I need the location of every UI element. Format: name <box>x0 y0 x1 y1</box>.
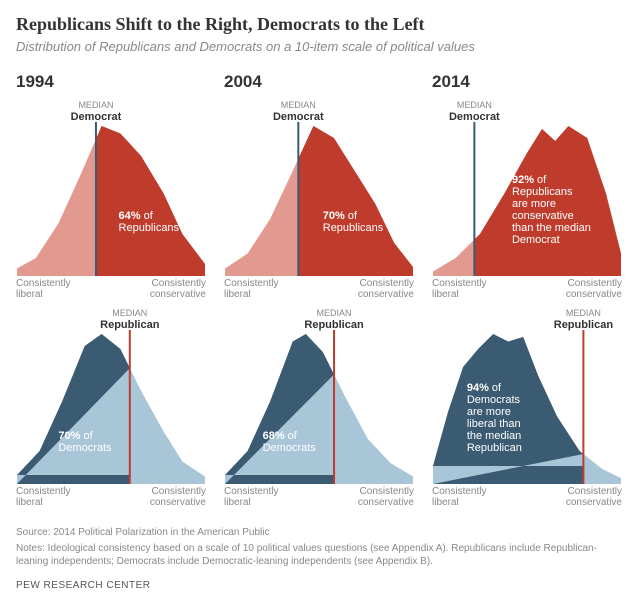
panel-dem-2014: MEDIAN Republican 94% ofDemocratsare mor… <box>432 306 622 508</box>
panel-rep-2014: MEDIAN Democrat 92% ofRepublicansare mor… <box>432 98 622 300</box>
median-party-label: Democrat <box>273 111 324 123</box>
axis-right-label: Consistentlyconservative <box>358 278 414 300</box>
median-party-label: Republican <box>554 319 614 331</box>
footer: Source: 2014 Political Polarization in t… <box>16 526 622 592</box>
distribution-chart: MEDIAN Democrat 64% ofRepublicans <box>16 98 206 276</box>
distribution-chart: MEDIAN Democrat 92% ofRepublicansare mor… <box>432 98 622 276</box>
distribution-chart: MEDIAN Republican 68% ofDemocrats <box>224 306 414 484</box>
median-label-top: MEDIAN <box>281 100 316 110</box>
axis-right-label: Consistentlyconservative <box>358 486 414 508</box>
footer-brand: PEW RESEARCH CENTER <box>16 579 622 593</box>
axis-right-label: Consistentlyconservative <box>150 486 206 508</box>
year-2014: 2014 <box>432 72 622 92</box>
axis-left-label: Consistentlyliberal <box>432 278 486 300</box>
axis-right-label: Consistentlyconservative <box>150 278 206 300</box>
panel-dem-2004: MEDIAN Republican 68% ofDemocrats Consis… <box>224 306 414 508</box>
distribution-chart: MEDIAN Republican 94% ofDemocratsare mor… <box>432 306 622 484</box>
axis-left-label: Consistentlyliberal <box>16 486 70 508</box>
median-party-label: Democrat <box>71 111 122 123</box>
median-label-top: MEDIAN <box>112 308 147 318</box>
axis-left-label: Consistentlyliberal <box>16 278 70 300</box>
median-label-top: MEDIAN <box>566 308 601 318</box>
footer-source: Source: 2014 Political Polarization in t… <box>16 526 622 540</box>
page-subtitle: Distribution of Republicans and Democrat… <box>16 39 622 54</box>
panel-dem-1994: MEDIAN Republican 70% ofDemocrats Consis… <box>16 306 206 508</box>
median-label-top: MEDIAN <box>78 100 113 110</box>
year-2004: 2004 <box>224 72 414 92</box>
chart-grid: 1994 2004 2014 MEDIAN Democrat 64% ofRep… <box>16 72 622 508</box>
axis-left-label: Consistentlyliberal <box>224 278 278 300</box>
median-party-label: Republican <box>100 319 160 331</box>
median-party-label: Democrat <box>449 111 500 123</box>
axis-left-label: Consistentlyliberal <box>224 486 278 508</box>
page-title: Republicans Shift to the Right, Democrat… <box>16 14 622 35</box>
axis-right-label: Consistentlyconservative <box>566 278 622 300</box>
panel-rep-2004: MEDIAN Democrat 70% ofRepublicans Consis… <box>224 98 414 300</box>
distribution-chart: MEDIAN Democrat 70% ofRepublicans <box>224 98 414 276</box>
footer-notes: Notes: Ideological consistency based on … <box>16 542 622 569</box>
median-label-top: MEDIAN <box>457 100 492 110</box>
median-label-top: MEDIAN <box>317 308 352 318</box>
panel-rep-1994: MEDIAN Democrat 64% ofRepublicans Consis… <box>16 98 206 300</box>
axis-left-label: Consistentlyliberal <box>432 486 486 508</box>
median-party-label: Republican <box>304 319 364 331</box>
axis-right-label: Consistentlyconservative <box>566 486 622 508</box>
distribution-chart: MEDIAN Republican 70% ofDemocrats <box>16 306 206 484</box>
year-1994: 1994 <box>16 72 206 92</box>
